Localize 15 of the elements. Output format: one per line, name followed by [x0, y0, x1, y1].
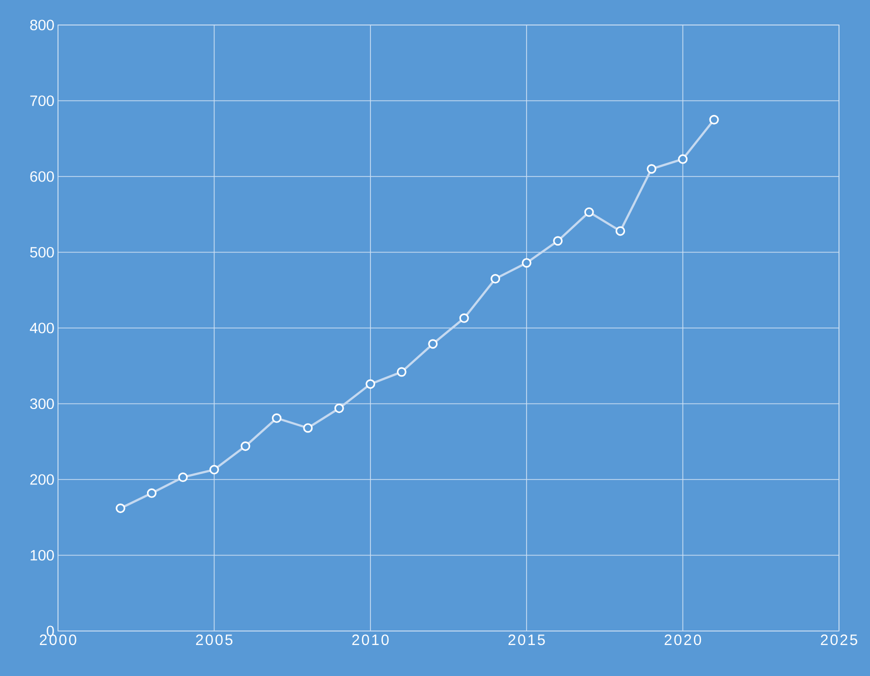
x-tick-label: 2000: [40, 634, 76, 646]
x-tick-label: 2020: [664, 634, 702, 646]
x-tick-label: 2005: [196, 634, 232, 646]
y-tick-label: 600: [30, 171, 54, 182]
y-tick-label: 0: [46, 626, 54, 636]
y-tick-label: 200: [30, 474, 54, 485]
x-tick-label: 2010: [352, 634, 389, 646]
x-tick-label: 2025: [820, 634, 858, 646]
y-tick-label: 300: [30, 398, 54, 410]
y-tick-label: 400: [30, 322, 54, 334]
y-tick-label: 700: [30, 95, 54, 106]
y-tick-label: 100: [30, 550, 54, 561]
y-tick-label: 500: [30, 246, 54, 258]
x-tick-label: 2015: [508, 634, 545, 646]
y-tick-label: 800: [30, 20, 54, 30]
